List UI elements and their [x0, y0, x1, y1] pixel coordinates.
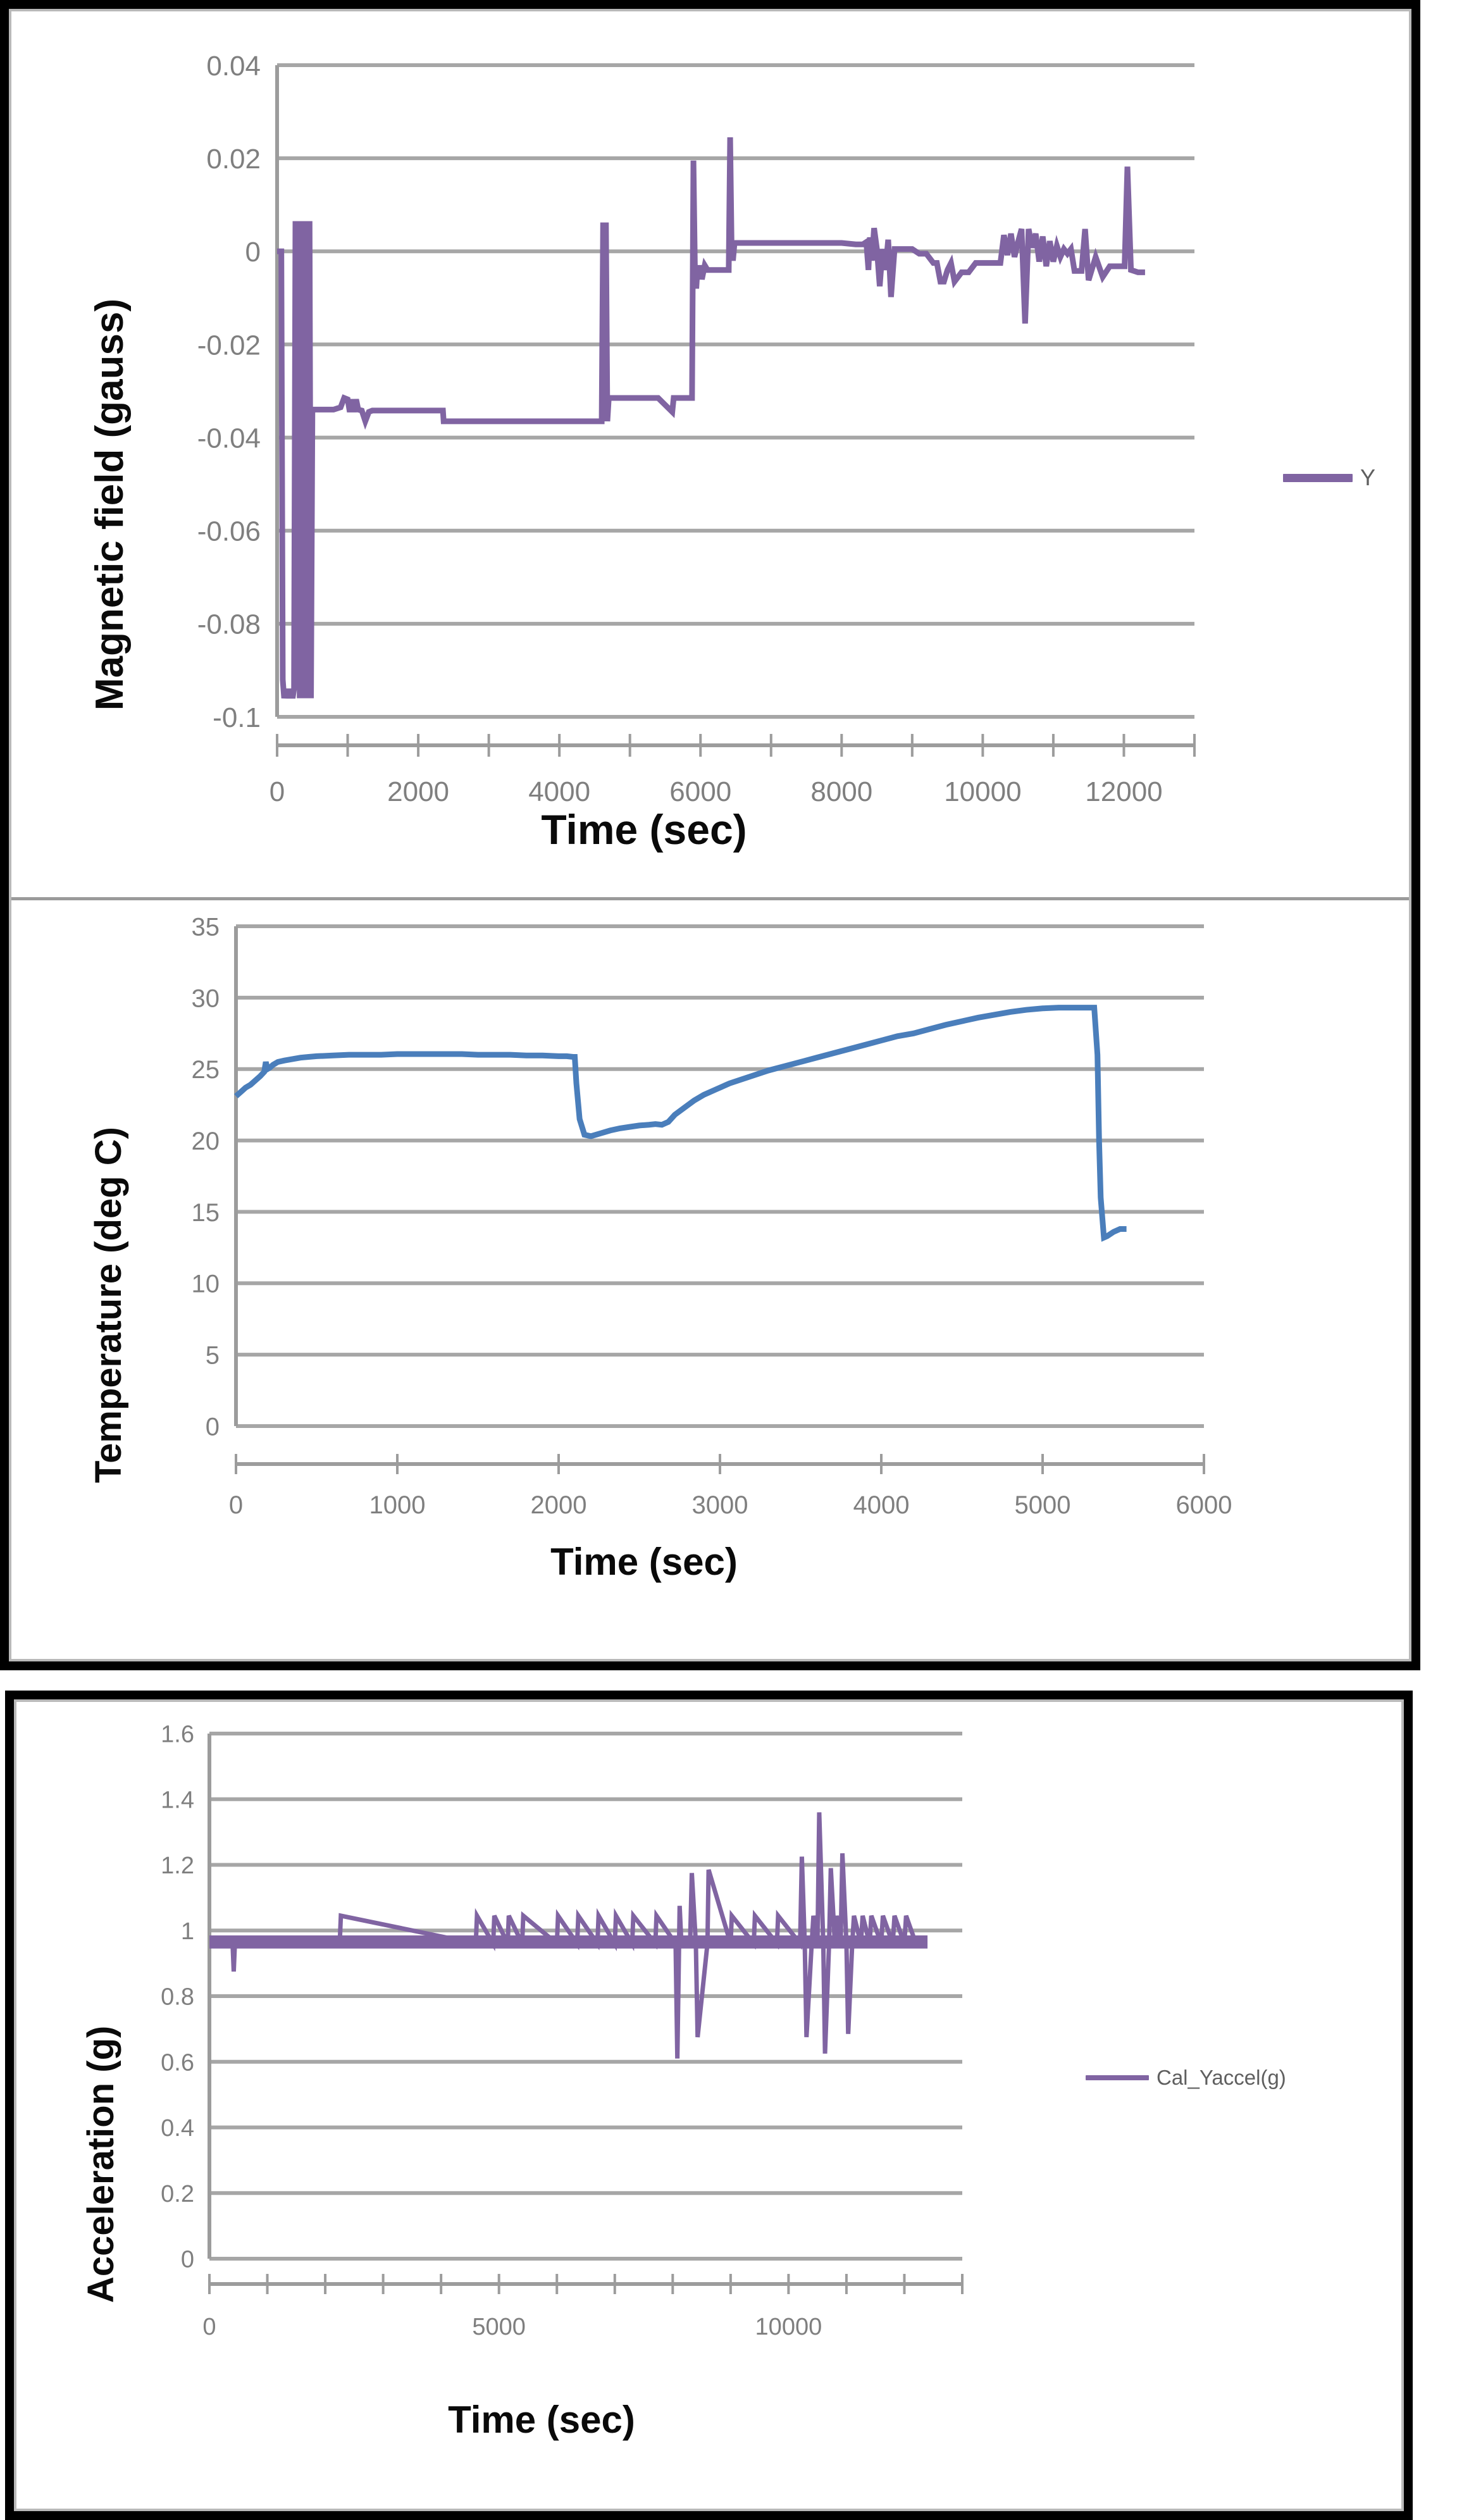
y-tick-label: 25 — [192, 1056, 220, 1084]
y-tick-label: 10 — [192, 1270, 220, 1298]
series-line — [234, 1005, 1127, 1242]
y-tick-label: 30 — [192, 984, 220, 1012]
bottom-panel-inner: 0 0.2 0.4 0.6 0.8 1 1.2 1.4 1.6 0 5000 10000 Time (… — [14, 1699, 1404, 2511]
y-tick-label: -0.06 — [197, 516, 261, 547]
temperature-y-axis-title: Temperature (deg C) — [88, 1127, 129, 1483]
bottom-panel: 0 0.2 0.4 0.6 0.8 1 1.2 1.4 1.6 0 5000 10000 Time (… — [5, 1691, 1413, 2520]
y-tick-label: 0 — [245, 237, 261, 268]
y-tick-label: 15 — [192, 1199, 220, 1227]
y-tick-label: 35 — [192, 913, 220, 941]
temperature-plot: 0 5 10 15 20 25 30 35 0 1000 2000 3000 4000 5000 6000 — [192, 913, 1232, 1519]
x-tick-label: 1000 — [369, 1491, 426, 1519]
x-tick-label: 8000 — [810, 776, 872, 807]
y-tick-label: 1.4 — [161, 1787, 194, 1813]
y-tick-label: 1.2 — [161, 1853, 194, 1879]
y-tick-label: 0.2 — [161, 2181, 194, 2207]
y-tick-label: 0.04 — [206, 51, 261, 82]
x-tick-label: 5000 — [472, 2314, 526, 2340]
magnetic-field-x-axis-title: Time (sec) — [541, 806, 747, 853]
legend-swatch-y — [1283, 473, 1353, 482]
y-tick-label: -0.04 — [197, 423, 261, 454]
y-tick-label: -0.02 — [197, 330, 261, 361]
y-tick-label: 0.4 — [161, 2115, 194, 2142]
panel-divider — [11, 897, 1409, 900]
acceleration-chart: 0 0.2 0.4 0.6 0.8 1 1.2 1.4 1.6 0 5000 10000 Time (… — [16, 1702, 1398, 2509]
y-tick-label: -0.1 — [213, 702, 261, 733]
y-tick-label: 1 — [181, 1918, 194, 1945]
x-tick-label: 12000 — [1085, 776, 1162, 807]
x-tick-label: 0 — [202, 2314, 216, 2340]
y-tick-label: 5 — [206, 1342, 220, 1370]
x-tick-label: 4000 — [528, 776, 590, 807]
x-tick-label: 4000 — [853, 1491, 910, 1519]
top-panel: -0.1 -0.08 -0.06 -0.04 -0.02 0 0.02 0.04 0 2000 40… — [0, 0, 1420, 1670]
y-tick-label: 20 — [192, 1127, 220, 1155]
x-tick-label: 0 — [229, 1491, 243, 1519]
magnetic-field-plot: -0.1 -0.08 -0.06 -0.04 -0.02 0 0.02 0.04 0 2000 40… — [197, 51, 1196, 807]
x-tick-label: 0 — [270, 776, 285, 807]
x-tick-label: 10000 — [944, 776, 1021, 807]
temperature-x-axis-title: Time (sec) — [550, 1541, 738, 1583]
y-tick-label: 0 — [206, 1413, 220, 1441]
y-tick-label: 0.02 — [206, 144, 261, 175]
legend-label-cal-yaccel: Cal_Yaccel(g) — [1156, 2066, 1286, 2089]
y-tick-label: 1.6 — [161, 1722, 194, 1748]
y-tick-label: -0.08 — [197, 609, 261, 640]
acceleration-x-axis-title: Time (sec) — [448, 2399, 635, 2441]
acceleration-legend: Cal_Yaccel(g) — [1086, 2066, 1286, 2090]
magnetic-field-legend: Y — [1283, 464, 1375, 491]
x-tick-label: 10000 — [755, 2314, 822, 2340]
legend-label-y: Y — [1360, 464, 1376, 490]
series-line — [277, 137, 1145, 699]
x-tick-label: 2000 — [387, 776, 449, 807]
x-tick-label: 3000 — [692, 1491, 748, 1519]
y-tick-label: 0.6 — [161, 2049, 194, 2076]
acceleration-y-axis-title: Acceleration (g) — [80, 2025, 121, 2303]
x-tick-label: 5000 — [1015, 1491, 1071, 1519]
y-tick-label: 0 — [181, 2247, 194, 2273]
temperature-chart: 0 5 10 15 20 25 30 35 0 1000 2000 3000 4000 5000 6000 … — [11, 901, 1405, 1660]
magnetic-field-y-axis-title: Magnetic field (gauss) — [88, 298, 132, 711]
y-tick-label: 0.8 — [161, 1984, 194, 2011]
top-panel-inner: -0.1 -0.08 -0.06 -0.04 -0.02 0 0.02 0.04 0 2000 40… — [9, 9, 1411, 1661]
legend-swatch-cal-yaccel — [1086, 2075, 1149, 2080]
x-tick-label: 6000 — [669, 776, 731, 807]
x-tick-label: 2000 — [531, 1491, 587, 1519]
magnetic-field-chart: -0.1 -0.08 -0.06 -0.04 -0.02 0 0.02 0.04 0 2000 40… — [11, 11, 1405, 897]
series-line — [230, 1812, 922, 2059]
acceleration-plot: 0 0.2 0.4 0.6 0.8 1 1.2 1.4 1.6 0 5000 10000 — [161, 1722, 964, 2340]
x-tick-label: 6000 — [1176, 1491, 1232, 1519]
